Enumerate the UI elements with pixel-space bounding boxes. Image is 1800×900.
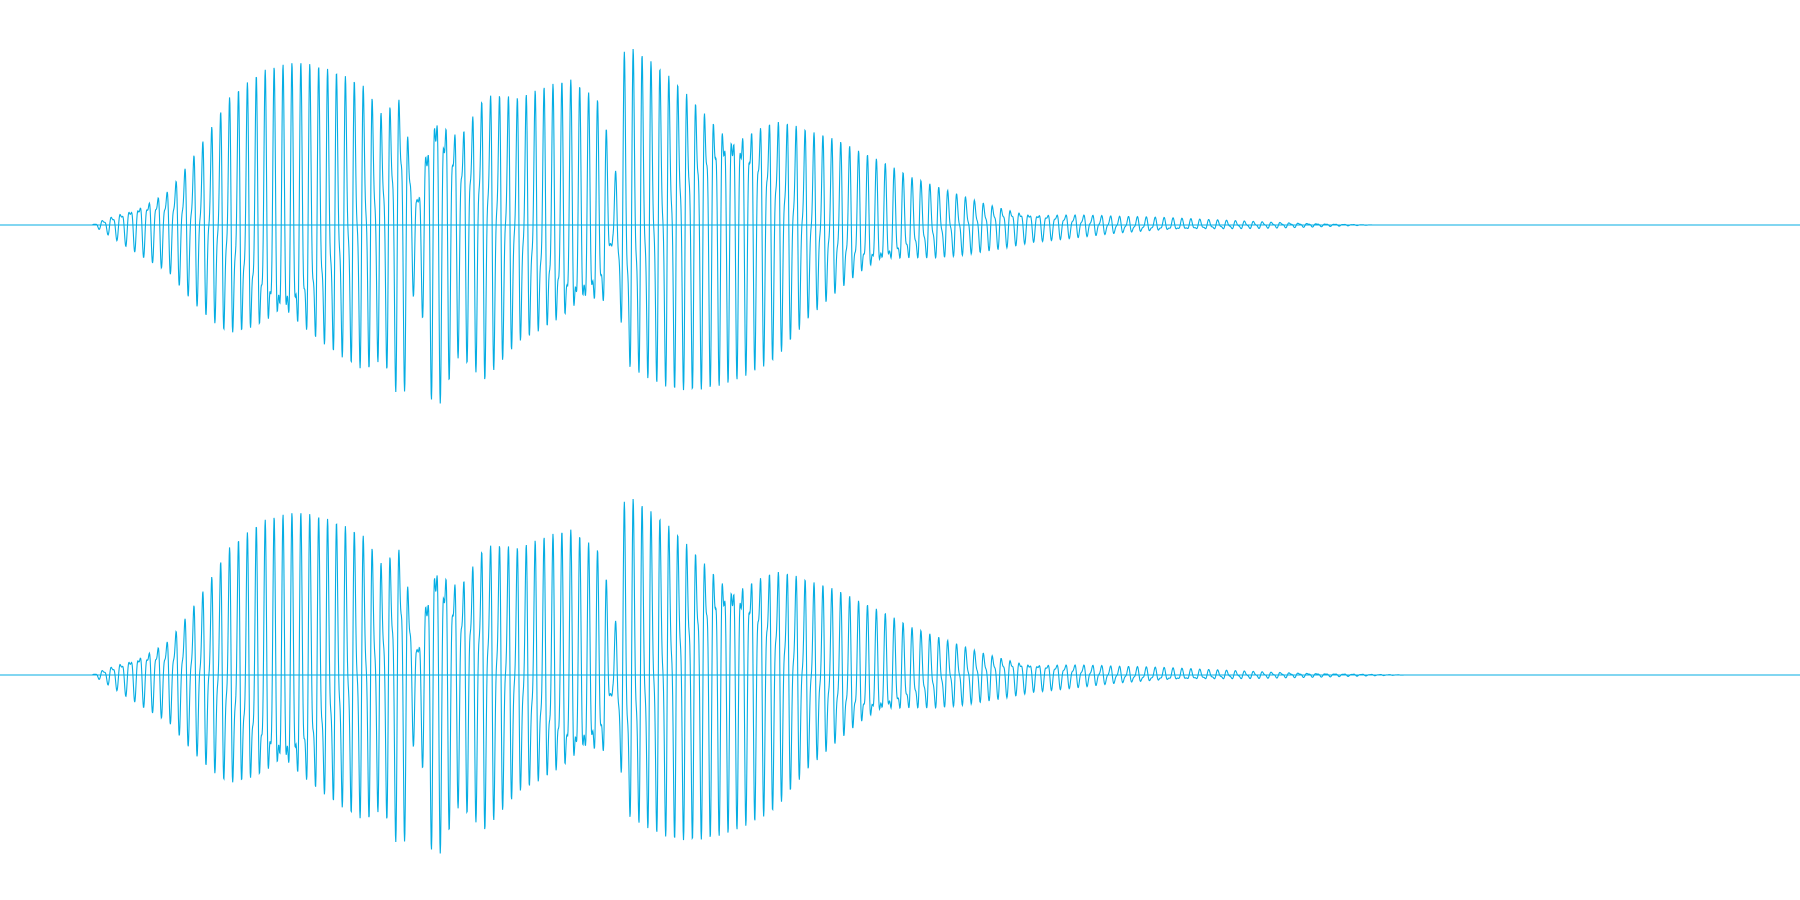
channel-2-waveform bbox=[91, 498, 1800, 854]
waveform-channel-1 bbox=[0, 48, 1800, 404]
channel-1-waveform bbox=[91, 48, 1800, 404]
waveform-channel-2 bbox=[0, 498, 1800, 854]
